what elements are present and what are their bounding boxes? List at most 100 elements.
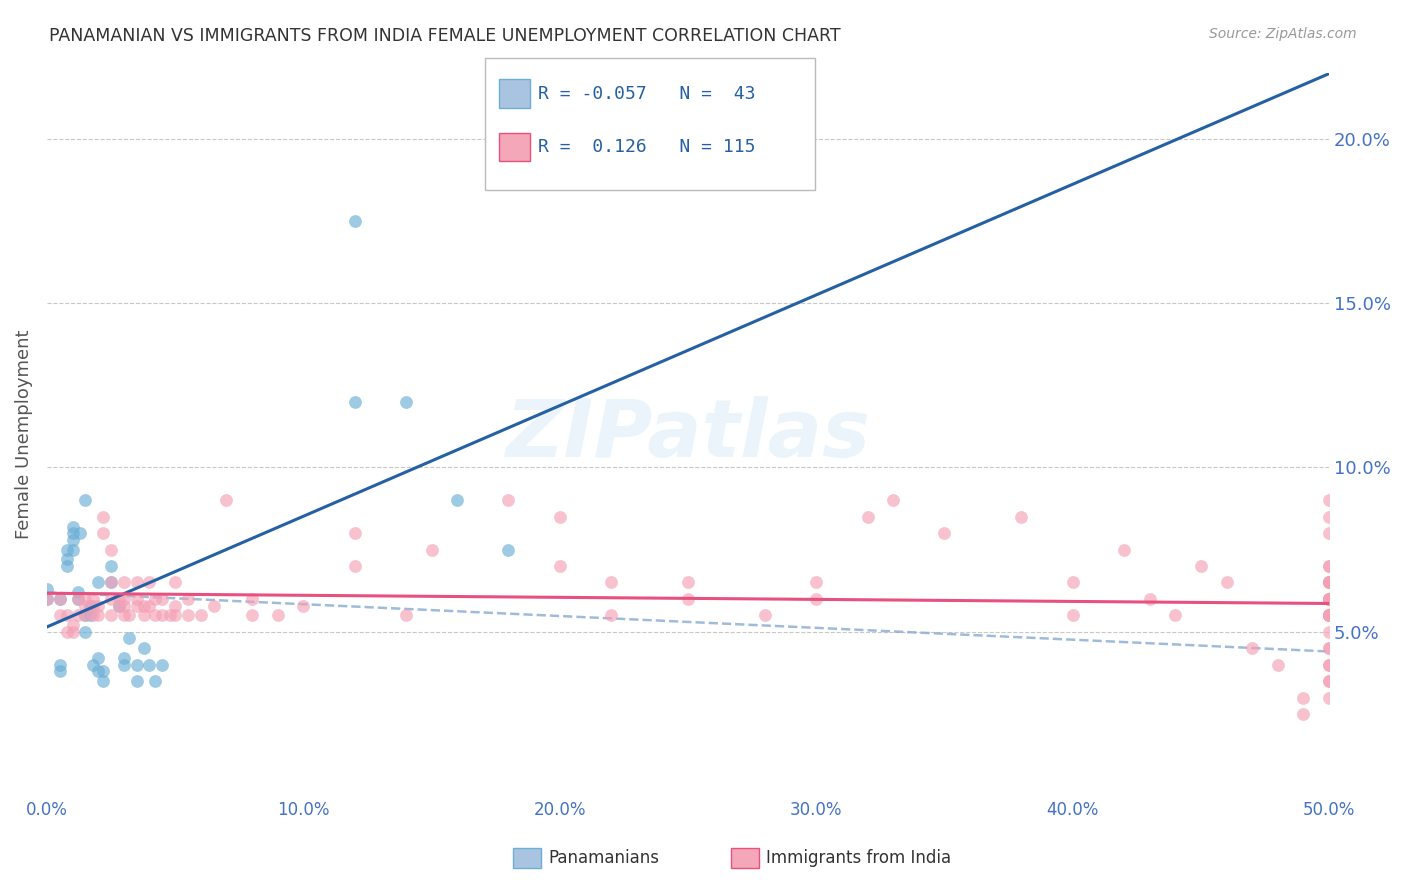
Point [600, 575, 623, 590]
Point [138, 599, 160, 613]
Point [1317, 575, 1340, 590]
Point [118, 632, 141, 646]
Point [125, 575, 148, 590]
Point [79, 599, 101, 613]
Point [138, 575, 160, 590]
Point [150, 608, 173, 623]
Point [292, 599, 315, 613]
Point [62, 519, 84, 533]
Point [112, 591, 135, 606]
Point [118, 608, 141, 623]
Point [395, 608, 418, 623]
Point [48, 657, 70, 672]
Point [806, 591, 828, 606]
Point [35, 591, 58, 606]
Point [150, 591, 173, 606]
Point [125, 599, 148, 613]
Point [676, 591, 699, 606]
Point [548, 509, 571, 524]
Point [1317, 608, 1340, 623]
Point [1189, 559, 1212, 574]
Point [125, 657, 148, 672]
Point [75, 493, 97, 508]
Point [159, 608, 181, 623]
Point [676, 575, 699, 590]
Point [100, 575, 122, 590]
Point [62, 526, 84, 541]
Point [82, 591, 104, 606]
Point [215, 493, 238, 508]
Point [1317, 608, 1340, 623]
Point [420, 542, 443, 557]
Point [62, 542, 84, 557]
Point [165, 608, 187, 623]
Point [107, 599, 129, 613]
Point [1062, 608, 1084, 623]
Point [112, 608, 135, 623]
Point [1317, 591, 1340, 606]
Point [91, 665, 114, 679]
Point [1317, 674, 1340, 689]
Point [1317, 559, 1340, 574]
Point [446, 493, 468, 508]
Point [48, 591, 70, 606]
Point [165, 599, 187, 613]
Point [134, 641, 156, 656]
Point [190, 608, 212, 623]
Point [1317, 591, 1340, 606]
Point [1317, 641, 1340, 656]
Point [66, 591, 89, 606]
Point [1317, 493, 1340, 508]
Point [143, 591, 166, 606]
Point [1317, 608, 1340, 623]
Point [134, 608, 156, 623]
Point [240, 591, 263, 606]
Point [75, 608, 97, 623]
Point [1215, 575, 1237, 590]
Point [1317, 624, 1340, 639]
Point [87, 651, 110, 665]
Point [100, 542, 122, 557]
Point [1241, 641, 1264, 656]
Point [1112, 542, 1135, 557]
Point [62, 624, 84, 639]
Point [87, 599, 110, 613]
Point [856, 509, 879, 524]
Point [56, 552, 79, 566]
Point [66, 608, 89, 623]
Point [343, 559, 366, 574]
Point [48, 608, 70, 623]
Point [1317, 657, 1340, 672]
Point [1317, 591, 1340, 606]
Point [125, 674, 148, 689]
Point [56, 608, 79, 623]
Point [100, 608, 122, 623]
Point [165, 575, 187, 590]
Point [1317, 690, 1340, 705]
Point [125, 591, 148, 606]
Point [1317, 641, 1340, 656]
Point [240, 608, 263, 623]
Point [100, 559, 122, 574]
Point [66, 591, 89, 606]
Point [343, 526, 366, 541]
Point [75, 591, 97, 606]
Point [56, 559, 79, 574]
Point [1010, 509, 1032, 524]
Point [1317, 591, 1340, 606]
Point [143, 608, 166, 623]
Point [134, 599, 156, 613]
Point [1292, 690, 1315, 705]
Point [343, 214, 366, 228]
Point [75, 608, 97, 623]
Point [35, 582, 58, 596]
Point [107, 591, 129, 606]
Point [1317, 657, 1340, 672]
Text: Source: ZipAtlas.com: Source: ZipAtlas.com [1209, 27, 1357, 41]
Point [1317, 591, 1340, 606]
Point [882, 493, 904, 508]
Point [177, 591, 200, 606]
Point [48, 591, 70, 606]
Point [112, 651, 135, 665]
Point [1317, 608, 1340, 623]
